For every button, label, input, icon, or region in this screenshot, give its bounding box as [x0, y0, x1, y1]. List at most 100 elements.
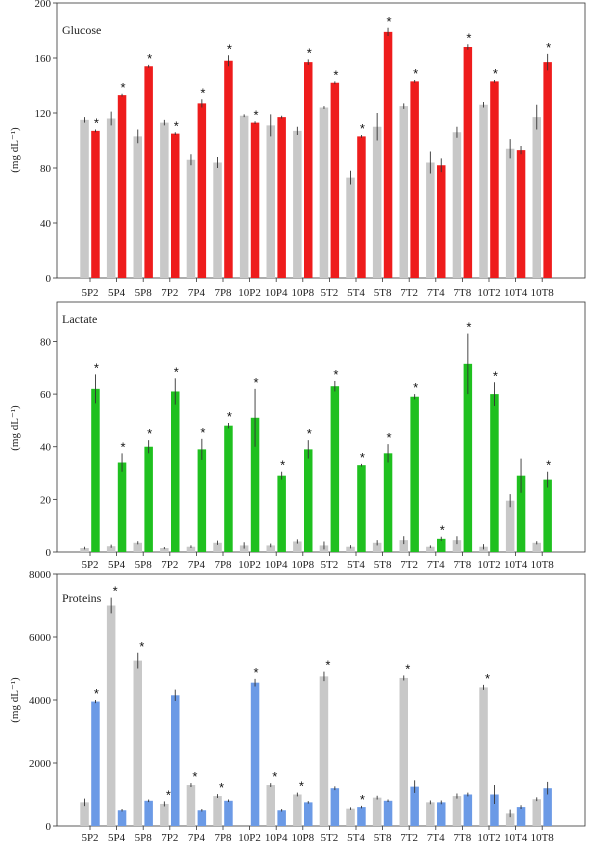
bar: [250, 122, 260, 278]
category-label: 10P8: [291, 287, 314, 299]
category-label: 5P8: [135, 287, 153, 299]
category-label: 10T2: [477, 559, 500, 571]
category-label: 7T2: [400, 287, 418, 299]
category-label: 5P8: [135, 559, 153, 571]
bar: [346, 546, 355, 552]
significance-star: *: [493, 66, 498, 81]
bar: [133, 136, 142, 278]
bar: [197, 103, 207, 278]
significance-star: *: [94, 686, 99, 701]
bar: [239, 115, 249, 278]
panel-lactate: 0 20 40 60 80 Lactate (mg dL⁻¹) 5P2 * 5P4 * 5P8 * 7P2…: [9, 301, 586, 571]
bar: [250, 417, 260, 552]
bar: [410, 81, 419, 278]
y-tick-label: 4000: [29, 695, 52, 707]
bar: [543, 62, 552, 278]
category-label: 5T8: [374, 287, 392, 299]
bar: [505, 148, 515, 278]
bar: [452, 796, 462, 826]
significance-star: *: [121, 439, 126, 454]
y-tick-label: 8000: [29, 569, 52, 581]
bar: [197, 449, 207, 552]
bar: [437, 538, 446, 552]
category-label: 10T2: [477, 832, 500, 843]
bar: [357, 807, 366, 826]
category-label: 7T4: [427, 559, 445, 571]
bar: [426, 162, 435, 278]
bar: [399, 677, 408, 826]
bar: [532, 799, 541, 826]
significance-star: *: [166, 787, 171, 802]
significance-star: *: [333, 67, 338, 82]
bar: [330, 788, 340, 826]
category-label: 10P4: [265, 559, 288, 571]
plot-frame: [56, 301, 586, 553]
y-tick-label: 200: [35, 0, 52, 10]
bar: [293, 130, 302, 278]
bar: [213, 796, 222, 826]
bar: [80, 119, 89, 278]
category-label: 7T8: [454, 559, 472, 571]
bar: [505, 813, 515, 826]
category-label: 10T8: [531, 832, 555, 843]
significance-star: *: [387, 430, 392, 445]
category-label: 7P4: [188, 832, 206, 843]
significance-star: *: [413, 66, 418, 81]
significance-star: *: [94, 116, 99, 131]
category-label: 10T2: [477, 287, 500, 299]
bar: [516, 475, 526, 552]
category-label: 10T8: [531, 287, 555, 299]
category-label: 5T2: [321, 559, 339, 571]
y-axis-label: (mg dL⁻¹): [9, 127, 21, 173]
category-label: 7P8: [214, 559, 232, 571]
category-label: 5P2: [81, 832, 98, 843]
category-label: 7T4: [427, 832, 445, 843]
category-label: 10P4: [265, 287, 288, 299]
y-tick-label: 60: [40, 389, 52, 401]
category-label: 5T4: [347, 559, 365, 571]
significance-star: *: [280, 458, 285, 473]
bar: [304, 449, 313, 552]
category-label: 7T4: [427, 287, 445, 299]
bar: [160, 122, 169, 278]
bar: [224, 800, 233, 826]
bar: [319, 676, 329, 826]
category-label: 5T4: [347, 287, 365, 299]
significance-star: *: [139, 639, 144, 654]
significance-star: *: [325, 658, 330, 673]
category-label: 5P2: [81, 287, 98, 299]
significance-star: *: [466, 30, 471, 45]
significance-star: *: [272, 769, 277, 784]
category-label: 5T8: [374, 832, 392, 843]
bar: [133, 660, 142, 826]
significance-star: *: [493, 368, 498, 383]
y-tick-label: 120: [35, 108, 52, 120]
y-axis-label: (mg dL⁻¹): [9, 677, 21, 723]
bar: [106, 118, 116, 278]
category-label: 7T8: [454, 287, 472, 299]
bar: [91, 130, 100, 278]
bar: [357, 465, 366, 552]
bar: [383, 31, 393, 278]
bar: [437, 802, 446, 826]
significance-star: *: [546, 40, 551, 55]
bar: [372, 126, 382, 278]
panel-title: Glucose: [62, 23, 101, 37]
bar: [399, 106, 408, 278]
bar: [117, 810, 127, 826]
significance-star: *: [174, 118, 179, 133]
bar: [490, 394, 499, 552]
bar: [410, 786, 419, 826]
category-label: 7T2: [400, 832, 418, 843]
category-label: 5P8: [135, 832, 153, 843]
significance-star: *: [174, 364, 179, 379]
significance-star: *: [254, 107, 259, 122]
bar: [277, 475, 286, 552]
significance-star: *: [219, 780, 224, 795]
bar: [426, 546, 435, 552]
category-label: 7P4: [188, 287, 206, 299]
bar: [452, 132, 462, 278]
bar: [106, 605, 116, 826]
bar: [490, 81, 499, 278]
significance-star: *: [254, 375, 259, 390]
